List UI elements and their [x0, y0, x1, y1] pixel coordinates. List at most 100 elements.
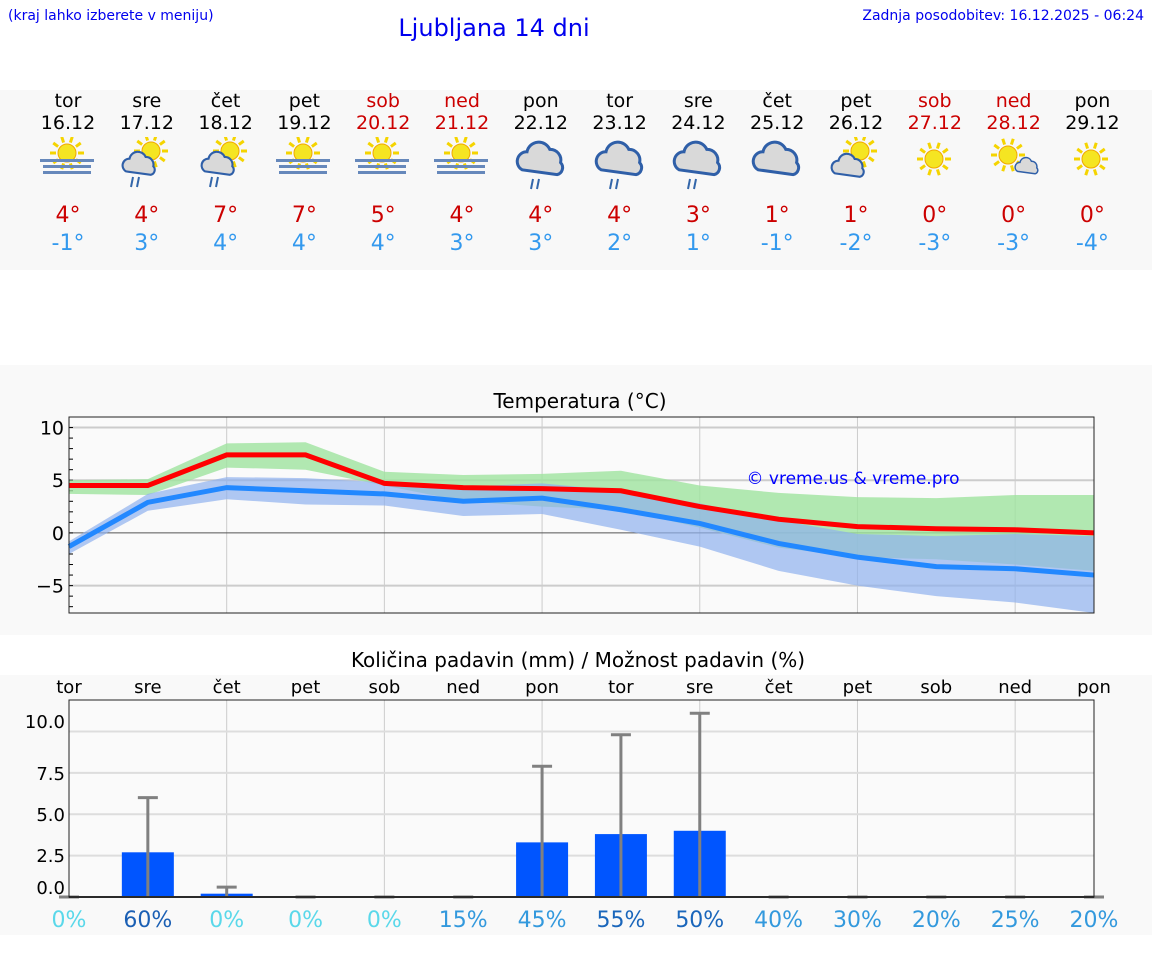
forecast-day: ned 21.12 4° 3° — [423, 90, 501, 258]
max-temp: 0° — [1079, 203, 1105, 228]
y-tick-label: 10.0 — [25, 712, 65, 733]
watermark: © vreme.us & vreme.pro — [746, 469, 959, 489]
day-date: 19.12 — [277, 112, 332, 134]
day-date: 29.12 — [1065, 112, 1120, 134]
max-temp: 7° — [291, 203, 317, 228]
forecast-day: sre 17.12 4° 3° — [108, 90, 186, 258]
plot-area — [69, 700, 1094, 897]
y-tick-label: 5.0 — [36, 805, 65, 826]
x-day-label: tor — [608, 677, 634, 698]
x-day-label: sob — [368, 677, 400, 698]
precip-probability: 55% — [596, 908, 645, 933]
day-name: tor — [606, 90, 634, 112]
day-date: 16.12 — [40, 112, 96, 134]
min-temp-line — [67, 485, 1095, 578]
max-temp: 7° — [213, 203, 239, 228]
sun-small-cloud-icon — [990, 138, 1039, 175]
min-temp: 1° — [685, 231, 711, 256]
day-name: ned — [995, 90, 1032, 112]
x-day-label: ned — [998, 677, 1032, 698]
sun-cloud-icon — [830, 137, 877, 178]
max-temp: 0° — [1001, 203, 1027, 228]
min-temp: -3° — [997, 231, 1031, 256]
min-temp: 3° — [449, 231, 475, 256]
x-day-label: sre — [134, 677, 161, 698]
day-name: pet — [288, 90, 320, 112]
y-tick-label: 0 — [52, 523, 64, 545]
fog-sun-icon — [40, 137, 94, 174]
y-tick-label: 7.5 — [36, 764, 65, 785]
chart-title: Količina padavin (mm) / Možnost padavin … — [351, 648, 805, 672]
day-name: sre — [683, 90, 713, 112]
precipitation-chart: Količina padavin (mm) / Možnost padavin … — [25, 648, 1119, 933]
y-tick-label: −5 — [36, 576, 64, 598]
fog-sun-icon — [276, 137, 331, 174]
max-temp: 4° — [449, 203, 475, 228]
precip-probability: 45% — [518, 908, 567, 933]
cloud-rain-icon — [673, 140, 722, 190]
day-name: sob — [366, 90, 400, 112]
forecast-day: pet 26.12 1° -2° — [817, 90, 895, 258]
precip-probability: 0% — [367, 908, 402, 933]
day-name: tor — [54, 90, 82, 112]
day-date: 18.12 — [198, 112, 253, 134]
forecast-day: tor 16.12 4° -1° — [29, 90, 107, 258]
precip-probability: 30% — [833, 908, 882, 933]
cloud-rain-icon — [515, 140, 564, 190]
precip-probability: 40% — [754, 908, 803, 933]
min-temp: -1° — [760, 231, 794, 256]
forecast-day: sob 27.12 0° -3° — [896, 90, 974, 258]
max-temp: 4° — [55, 203, 81, 228]
precip-probability: 20% — [1070, 908, 1119, 933]
cloud-icon — [751, 140, 801, 177]
max-temp: 4° — [528, 203, 554, 228]
sun-icon — [916, 142, 951, 176]
y-tick-label: 2.5 — [36, 846, 65, 867]
day-name: čet — [210, 90, 241, 112]
max-temp: 1° — [764, 203, 790, 228]
precip-probability: 15% — [439, 908, 488, 933]
day-name: čet — [762, 90, 792, 112]
day-date: 23.12 — [592, 112, 647, 134]
forecast-day: pon 22.12 4° 3° — [502, 90, 580, 258]
min-temp: 2° — [607, 231, 633, 256]
x-day-label: čet — [213, 677, 241, 698]
cloud-rain-icon — [594, 140, 643, 190]
y-tick-label: 0.0 — [36, 878, 65, 899]
y-tick-label: 10 — [40, 418, 64, 440]
forecast-day: čet 18.12 7° 4° — [187, 90, 265, 258]
x-day-label: sre — [686, 677, 713, 698]
x-day-label: sob — [920, 677, 952, 698]
forecast-day: sob 20.12 5° 4° — [344, 90, 422, 258]
min-temp: 4° — [213, 231, 239, 256]
forecast-day: pet 19.12 7° 4° — [265, 90, 343, 258]
x-day-label: ned — [446, 677, 480, 698]
forecast-day: ned 28.12 0° -3° — [975, 90, 1053, 258]
x-day-label: pon — [525, 677, 559, 698]
sun-icon — [1074, 142, 1109, 176]
max-temp: 0° — [922, 203, 948, 228]
min-temp: 3° — [134, 231, 160, 256]
day-name: ned — [444, 90, 480, 112]
min-temp: -1° — [51, 231, 85, 256]
day-date: 21.12 — [434, 112, 490, 134]
fog-sun-icon — [434, 137, 488, 174]
day-date: 20.12 — [355, 112, 411, 134]
x-day-label: pet — [843, 677, 873, 698]
min-temp: 3° — [528, 231, 554, 256]
chart-title: Temperatura (°C) — [492, 389, 666, 413]
precip-probability: 60% — [123, 908, 172, 933]
day-name: sob — [918, 90, 952, 112]
x-day-label: pet — [291, 677, 321, 698]
day-name: sre — [132, 90, 162, 112]
x-day-label: tor — [56, 677, 82, 698]
min-temp: 4° — [370, 231, 396, 256]
temperature-chart: Temperatura (°C) 10 5 0 −5 © vreme.us & vreme… — [36, 389, 1095, 614]
day-name: pon — [1074, 90, 1111, 112]
last-update: Zadnja posodobitev: 16.12.2025 - 06:24 — [862, 8, 1144, 24]
min-temp: -4° — [1075, 231, 1109, 256]
precip-probability: 25% — [991, 908, 1040, 933]
forecast-day: tor 23.12 4° 2° — [581, 90, 659, 258]
sun-cloud-rain-icon — [121, 137, 168, 188]
x-day-label: pon — [1077, 677, 1111, 698]
